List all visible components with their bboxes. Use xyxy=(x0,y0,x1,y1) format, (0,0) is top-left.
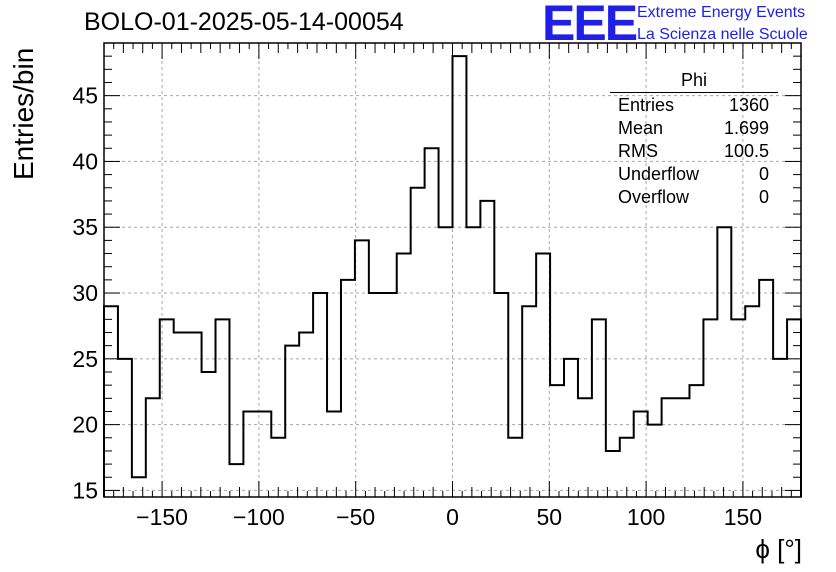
histogram-bin xyxy=(550,385,564,497)
axis-ticks xyxy=(104,43,801,497)
stats-value: 1360 xyxy=(728,95,769,115)
histogram-bin xyxy=(243,411,257,497)
stats-label: Entries xyxy=(618,95,675,115)
stats-value: 1.699 xyxy=(723,118,769,138)
stats-row-entries: Entries 1360 xyxy=(610,94,778,117)
logo-line-2: La Scienza nelle Scuole xyxy=(637,26,808,43)
x-tick-label: 0 xyxy=(446,504,459,530)
histogram-bin xyxy=(216,319,230,497)
stats-box: Phi Entries 1360 Mean 1.699 RMS 100.5 Under… xyxy=(610,70,778,209)
stats-title: Phi xyxy=(610,70,778,93)
stats-value: 0 xyxy=(758,187,769,207)
histogram-bin xyxy=(160,319,174,497)
logo-line-1: Extreme Energy Events xyxy=(637,4,806,21)
histogram-bin xyxy=(439,227,453,497)
histogram-bin xyxy=(383,293,397,497)
histogram-bin xyxy=(494,293,508,497)
histogram-bin xyxy=(313,293,327,497)
histogram-bin xyxy=(369,293,383,497)
x-tick-label: 50 xyxy=(537,504,563,530)
stats-label: Underflow xyxy=(618,164,700,184)
chart-title: BOLO-01-2025-05-14-00054 xyxy=(84,8,404,36)
histogram-bin xyxy=(397,254,411,497)
stats-row-underflow: Underflow 0 xyxy=(610,163,778,186)
x-tick-label: −150 xyxy=(136,504,188,530)
histogram-bin xyxy=(132,477,146,497)
y-tick-label: 35 xyxy=(72,214,98,240)
stats-label: Overflow xyxy=(618,187,690,207)
y-tick-label: 30 xyxy=(72,280,98,306)
stats-row-mean: Mean 1.699 xyxy=(610,117,778,140)
stats-label: RMS xyxy=(618,141,658,161)
stats-label: Mean xyxy=(618,118,664,138)
histogram-bin xyxy=(299,333,313,497)
x-axis-label: ϕ [°] xyxy=(755,534,802,564)
y-tick-label: 20 xyxy=(72,412,98,438)
histogram-bin xyxy=(411,188,425,497)
histogram-bin xyxy=(188,333,202,497)
histogram-bin xyxy=(202,372,216,497)
histogram-bin xyxy=(564,359,578,497)
stats-value: 0 xyxy=(758,164,769,184)
histogram-bin xyxy=(717,227,731,497)
histogram-bin xyxy=(689,385,703,497)
histogram-bin xyxy=(634,411,648,497)
stats-value: 100.5 xyxy=(723,141,769,161)
histogram-bin xyxy=(104,306,118,497)
y-axis-label: Entries/bin xyxy=(8,47,39,180)
histogram-bin xyxy=(285,346,299,497)
y-tick-label: 40 xyxy=(72,148,98,174)
histogram-bin xyxy=(466,227,480,497)
histogram-bin xyxy=(578,398,592,497)
histogram-bin xyxy=(118,359,132,497)
histogram-bin xyxy=(146,398,160,497)
stats-row-rms: RMS 100.5 xyxy=(610,140,778,163)
histogram-bars xyxy=(103,55,802,497)
x-tick-label: −100 xyxy=(233,504,285,530)
histogram-bin xyxy=(773,359,787,497)
histogram-bin xyxy=(174,333,188,497)
x-tick-label: −50 xyxy=(336,504,375,530)
histogram-bin xyxy=(703,319,717,497)
histogram-bin xyxy=(648,425,662,497)
stats-row-overflow: Overflow 0 xyxy=(610,186,778,209)
eee-logo: EEE xyxy=(542,0,638,51)
y-tick-label: 45 xyxy=(72,83,98,109)
histogram-bin xyxy=(480,201,494,497)
histogram-outline xyxy=(103,55,802,497)
histogram-bin xyxy=(257,411,271,497)
y-tick-label: 15 xyxy=(72,477,98,503)
histogram-bin xyxy=(327,411,341,497)
x-tick-label: 150 xyxy=(724,504,762,530)
histogram-bin xyxy=(759,280,773,497)
histogram-bin xyxy=(536,254,550,497)
histogram-bin xyxy=(341,280,355,497)
histogram-bin xyxy=(676,398,690,497)
y-tick-label: 25 xyxy=(72,346,98,372)
y-tick-labels: 15 20 25 30 35 40 45 xyxy=(72,83,98,504)
histogram-bin xyxy=(355,240,369,497)
histogram-bin xyxy=(229,464,243,497)
histogram-bin xyxy=(745,306,759,497)
histogram-bin xyxy=(453,56,467,497)
histogram-bin xyxy=(592,319,606,497)
x-tick-labels: −150 −100 −50 0 50 100 150 xyxy=(136,504,762,530)
histogram-bin xyxy=(606,451,620,497)
histogram-bin xyxy=(522,306,536,497)
histogram-bin xyxy=(731,319,745,497)
x-tick-label: 100 xyxy=(627,504,665,530)
histogram-bin xyxy=(425,148,439,497)
histogram-bin xyxy=(662,398,676,497)
